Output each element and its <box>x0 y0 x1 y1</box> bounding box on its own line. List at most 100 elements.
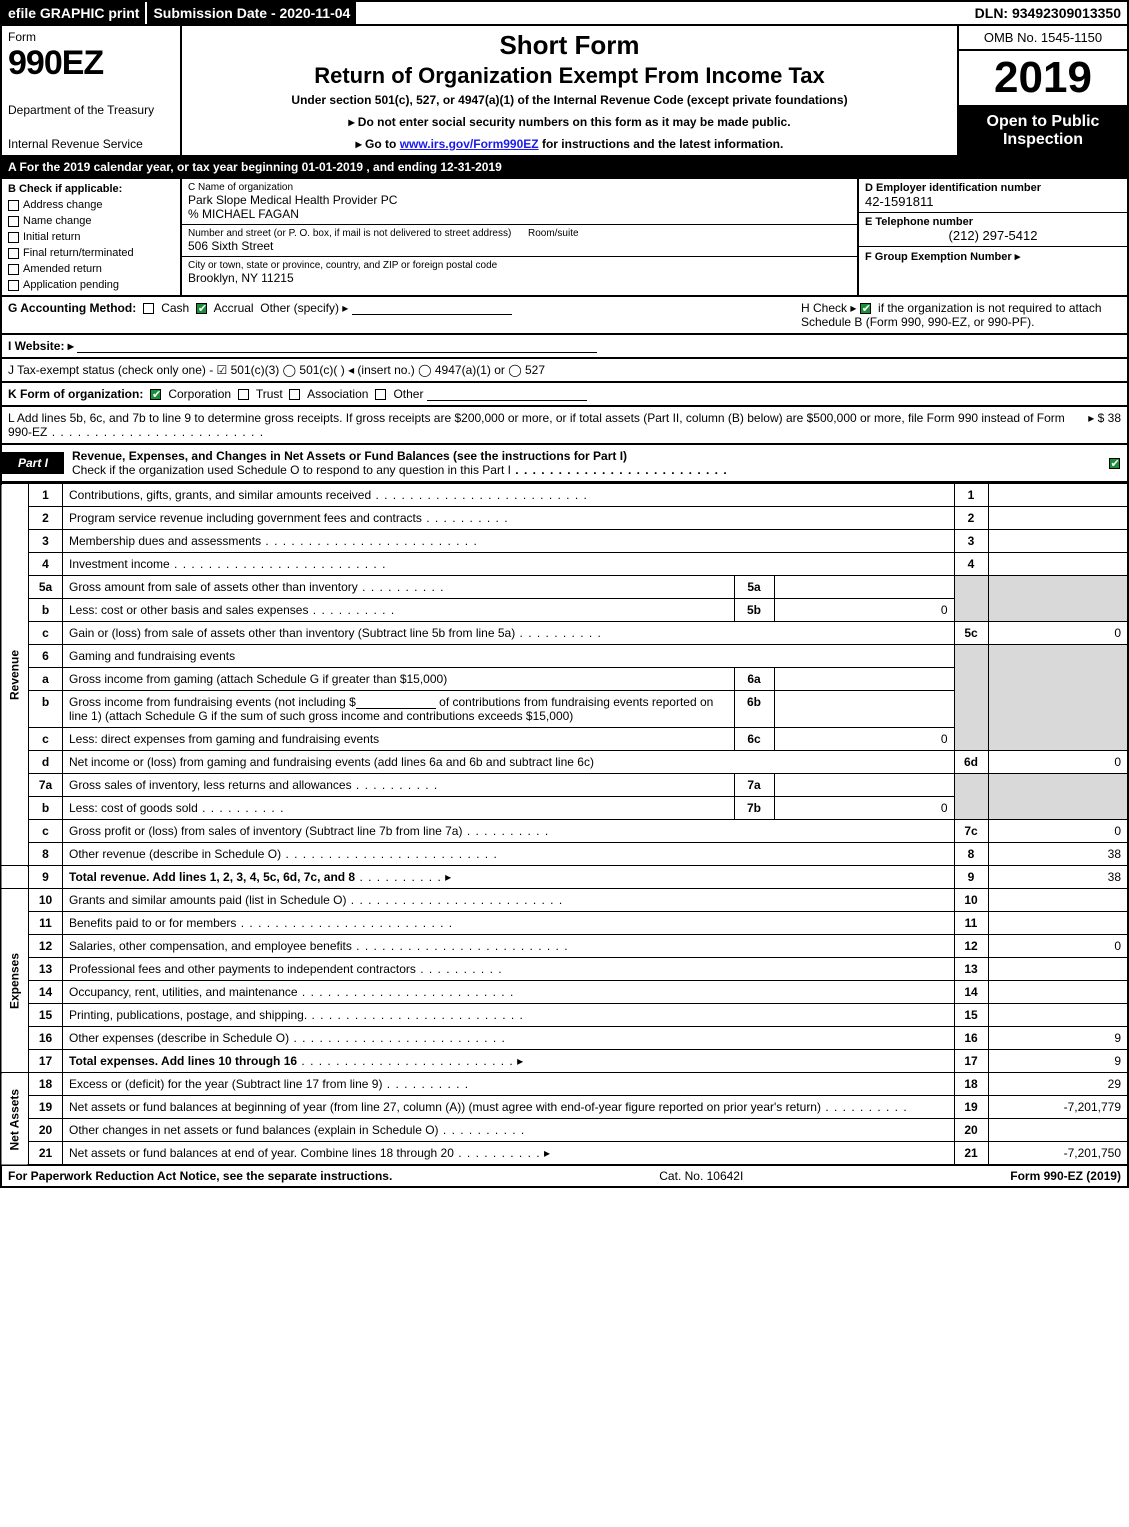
line-amt-17: 9 <box>988 1050 1128 1073</box>
part-1-schedule-o-check[interactable] <box>1105 456 1127 470</box>
line-col-20: 20 <box>954 1119 988 1142</box>
line-amt-6d: 0 <box>988 751 1128 774</box>
cb-address-change[interactable]: Address change <box>8 199 174 211</box>
group-exemption-label: F Group Exemption Number ▸ <box>865 250 1121 263</box>
org-name-label: C Name of organization <box>188 182 851 193</box>
line-6b-contrib-input[interactable] <box>356 695 436 709</box>
city-row: City or town, state or province, country… <box>182 257 857 288</box>
section-b: B Check if applicable: Address change Na… <box>2 179 182 295</box>
other-specify-input[interactable] <box>352 301 512 315</box>
part-1-title: Revenue, Expenses, and Changes in Net As… <box>64 445 1105 481</box>
line-amt-11 <box>988 912 1128 935</box>
cb-application-pending-label: Application pending <box>23 279 119 291</box>
submission-date: Submission Date - 2020-11-04 <box>145 2 356 24</box>
line-desc-20: Other changes in net assets or fund bala… <box>63 1119 955 1142</box>
short-form-title: Short Form <box>188 30 951 61</box>
line-l: L Add lines 5b, 6c, and 7b to line 9 to … <box>0 407 1129 445</box>
line-col-21: 21 <box>954 1142 988 1166</box>
line-incol-5a: 5a <box>734 576 774 599</box>
dept-treasury: Department of the Treasury <box>8 103 174 117</box>
line-num-8: 8 <box>29 843 63 866</box>
line-num-5b: b <box>29 599 63 622</box>
trust-label: Trust <box>256 387 283 401</box>
phone-value: (212) 297-5412 <box>865 228 1121 243</box>
line-amt-7c: 0 <box>988 820 1128 843</box>
goto-link[interactable]: www.irs.gov/Form990EZ <box>400 137 539 151</box>
street-label: Number and street (or P. O. box, if mail… <box>188 228 511 239</box>
other-label: Other (specify) ▸ <box>260 301 348 315</box>
line-inval-7a <box>774 774 954 797</box>
efile-print: efile GRAPHIC print <box>2 2 145 24</box>
line-desc-8: Other revenue (describe in Schedule O) <box>63 843 955 866</box>
line-desc-10: Grants and similar amounts paid (list in… <box>63 889 955 912</box>
cb-corporation[interactable] <box>150 389 161 400</box>
line-col-17: 17 <box>954 1050 988 1073</box>
cb-accrual[interactable] <box>196 303 207 314</box>
line-num-4: 4 <box>29 553 63 576</box>
cb-name-change[interactable]: Name change <box>8 215 174 227</box>
page-footer: For Paperwork Reduction Act Notice, see … <box>0 1166 1129 1188</box>
l-amount: ▸ $ 38 <box>1088 411 1121 439</box>
line-incol-7a: 7a <box>734 774 774 797</box>
line-col-18: 18 <box>954 1073 988 1096</box>
cb-schedule-b-not-required[interactable] <box>860 303 871 314</box>
line-inval-5a <box>774 576 954 599</box>
k-label: K Form of organization: <box>8 387 143 401</box>
website-input[interactable] <box>77 339 597 353</box>
cb-name-change-label: Name change <box>23 215 92 227</box>
line-k: K Form of organization: Corporation Trus… <box>0 383 1129 407</box>
line-desc-7b: Less: cost of goods sold <box>63 797 735 820</box>
cb-amended-return[interactable]: Amended return <box>8 263 174 275</box>
footer-left: For Paperwork Reduction Act Notice, see … <box>8 1169 392 1183</box>
line-inval-5b: 0 <box>774 599 954 622</box>
line-desc-2: Program service revenue including govern… <box>63 507 955 530</box>
cb-application-pending[interactable]: Application pending <box>8 279 174 291</box>
line-desc-5c: Gain or (loss) from sale of assets other… <box>63 622 955 645</box>
line-j: J Tax-exempt status (check only one) - ☑… <box>0 359 1129 383</box>
other-org-input[interactable] <box>427 387 587 401</box>
line-desc-11: Benefits paid to or for members <box>63 912 955 935</box>
cb-final-return[interactable]: Final return/terminated <box>8 247 174 259</box>
line-g-h: G Accounting Method: Cash Accrual Other … <box>0 297 1129 335</box>
tax-exempt-status: J Tax-exempt status (check only one) - ☑… <box>8 363 545 377</box>
line-num-1: 1 <box>29 484 63 507</box>
line-desc-6: Gaming and fundraising events <box>63 645 955 668</box>
cb-other-org[interactable] <box>375 389 386 400</box>
line-amt-18: 29 <box>988 1073 1128 1096</box>
line-num-7a: 7a <box>29 774 63 797</box>
org-care-of: % MICHAEL FAGAN <box>188 207 851 221</box>
line-num-19: 19 <box>29 1096 63 1119</box>
ein-row: D Employer identification number 42-1591… <box>859 179 1127 213</box>
line-num-11: 11 <box>29 912 63 935</box>
line-amt-7ab-shaded <box>988 774 1128 820</box>
h-prefix: H Check ▸ <box>801 301 860 315</box>
line-amt-14 <box>988 981 1128 1004</box>
line-col-11: 11 <box>954 912 988 935</box>
revenue-side-spacer <box>1 866 29 889</box>
line-num-17: 17 <box>29 1050 63 1073</box>
form-header: Form 990EZ Department of the Treasury In… <box>0 26 1129 157</box>
line-desc-17: Total expenses. Add lines 10 through 16 … <box>63 1050 955 1073</box>
goto-line: ▸ Go to www.irs.gov/Form990EZ for instru… <box>188 137 951 151</box>
line-col-19: 19 <box>954 1096 988 1119</box>
line-desc-5a: Gross amount from sale of assets other t… <box>63 576 735 599</box>
accrual-label: Accrual <box>214 301 254 315</box>
line-desc-6c: Less: direct expenses from gaming and fu… <box>63 728 735 751</box>
line-inval-6b <box>774 691 954 728</box>
cb-cash[interactable] <box>143 303 154 314</box>
footer-form-ref: Form 990-EZ (2019) <box>1010 1169 1121 1183</box>
line-h: H Check ▸ if the organization is not req… <box>801 301 1121 329</box>
line-desc-14: Occupancy, rent, utilities, and maintena… <box>63 981 955 1004</box>
city-state-zip: Brooklyn, NY 11215 <box>188 271 851 285</box>
line-amt-3 <box>988 530 1128 553</box>
line-amt-10 <box>988 889 1128 912</box>
cb-trust[interactable] <box>238 389 249 400</box>
cb-initial-return-label: Initial return <box>23 231 80 243</box>
part-1-title-text: Revenue, Expenses, and Changes in Net As… <box>72 449 627 463</box>
cb-association[interactable] <box>289 389 300 400</box>
cb-initial-return[interactable]: Initial return <box>8 231 174 243</box>
phone-row: E Telephone number (212) 297-5412 <box>859 213 1127 247</box>
line-desc-12: Salaries, other compensation, and employ… <box>63 935 955 958</box>
line-col-3: 3 <box>954 530 988 553</box>
cb-final-return-label: Final return/terminated <box>23 247 134 259</box>
